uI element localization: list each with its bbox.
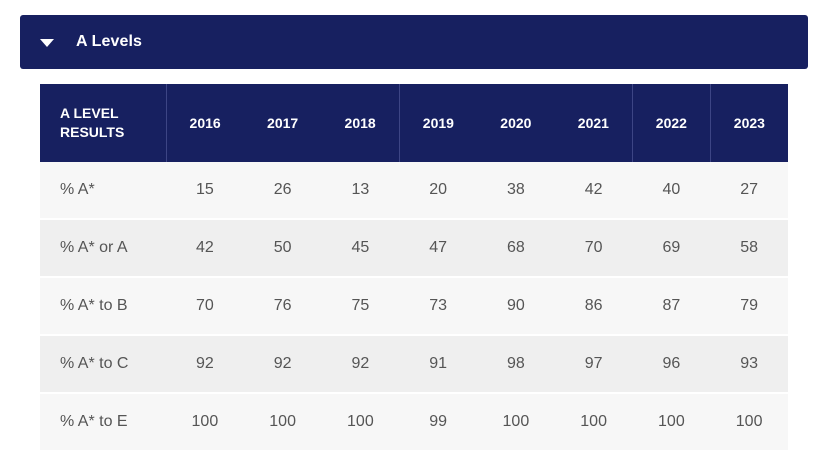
row-label: % A* to C [40, 335, 166, 394]
a-level-results-table: A LEVEL RESULTS 2016 2017 2018 2019 2020… [40, 84, 788, 452]
row-label: % A* or A [40, 219, 166, 278]
table-cell: 15 [166, 162, 244, 220]
table-cell: 27 [710, 162, 788, 220]
table-cell: 70 [166, 277, 244, 336]
table-cell: 20 [399, 162, 477, 220]
table-cell: 100 [243, 393, 322, 452]
row-label: % A* [40, 162, 166, 220]
table-row: % A* to E 100 100 100 99 100 100 100 100 [40, 393, 788, 452]
table-cell: 58 [710, 219, 788, 278]
table-cell: 92 [166, 335, 244, 394]
table-cell: 100 [321, 393, 400, 452]
header-year: 2019 [398, 84, 477, 162]
table-cell: 87 [632, 277, 711, 336]
header-year: 2016 [165, 84, 244, 162]
row-label: % A* to E [40, 393, 166, 452]
table-cell: 90 [477, 277, 555, 336]
table-cell: 97 [554, 335, 633, 394]
table-cell: 50 [243, 219, 322, 278]
table-cell: 13 [321, 162, 400, 220]
table-header-row: A LEVEL RESULTS 2016 2017 2018 2019 2020… [40, 84, 788, 162]
table-row: % A* or A 42 50 45 47 68 70 69 58 [40, 219, 788, 278]
table-row: % A* to C 92 92 92 91 98 97 96 93 [40, 335, 788, 394]
table-cell: 86 [554, 277, 633, 336]
header-year: 2022 [632, 84, 711, 162]
table-cell: 68 [477, 219, 555, 278]
header-label-line2: RESULTS [60, 124, 125, 140]
header-year: 2021 [554, 84, 633, 162]
table-cell: 92 [243, 335, 322, 394]
table-row: % A* to B 70 76 75 73 90 86 87 79 [40, 277, 788, 336]
table-cell: 93 [710, 335, 788, 394]
table-cell: 100 [477, 393, 555, 452]
table-cell: 38 [477, 162, 555, 220]
table-cell: 79 [710, 277, 788, 336]
table-cell: 100 [554, 393, 633, 452]
header-label-line1: A LEVEL [60, 105, 119, 121]
row-label: % A* to B [40, 277, 166, 336]
table-cell: 47 [399, 219, 477, 278]
table-cell: 99 [399, 393, 477, 452]
caret-down-icon [40, 38, 54, 47]
table-cell: 96 [632, 335, 711, 394]
table-cell: 100 [632, 393, 711, 452]
table-row: % A* 15 26 13 20 38 42 40 27 [40, 162, 788, 220]
table-cell: 42 [166, 219, 244, 278]
table-cell: 42 [554, 162, 633, 220]
table-cell: 45 [321, 219, 400, 278]
table-cell: 73 [399, 277, 477, 336]
table-cell: 91 [399, 335, 477, 394]
header-year: 2018 [321, 84, 400, 162]
table-cell: 100 [166, 393, 244, 452]
table-cell: 75 [321, 277, 400, 336]
header-year: 2023 [709, 84, 788, 162]
table-cell: 40 [632, 162, 711, 220]
table-cell: 26 [243, 162, 322, 220]
table-cell: 76 [243, 277, 322, 336]
table-cell: 69 [632, 219, 711, 278]
header-results-label: A LEVEL RESULTS [40, 84, 166, 162]
accordion-title: A Levels [76, 33, 143, 50]
header-year: 2020 [477, 84, 555, 162]
table-cell: 100 [710, 393, 788, 452]
header-year: 2017 [243, 84, 322, 162]
a-levels-accordion-toggle[interactable]: A Levels [20, 15, 808, 69]
table-cell: 70 [554, 219, 633, 278]
table-cell: 92 [321, 335, 400, 394]
table-cell: 98 [477, 335, 555, 394]
